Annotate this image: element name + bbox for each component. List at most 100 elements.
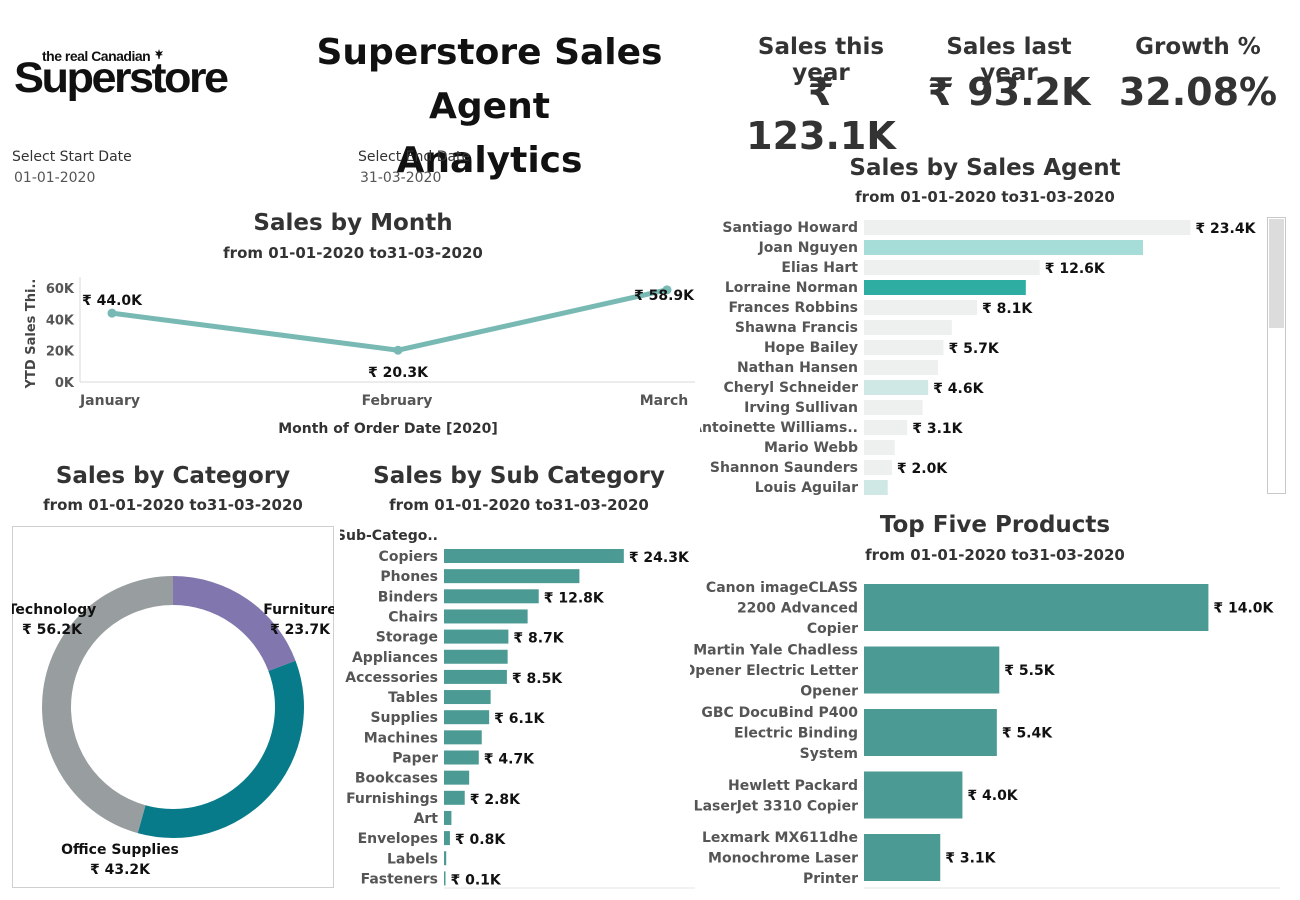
subcategory-bar[interactable] (444, 831, 450, 846)
superstore-logo: the real Canadian Superstore (14, 48, 246, 102)
agent-bar[interactable] (864, 400, 923, 415)
category-name-label: Furniture (263, 602, 334, 618)
agent-bar[interactable] (864, 220, 1191, 235)
logo-tagline: the real Canadian (42, 48, 151, 64)
product-value-label: ₹ 3.1K (945, 851, 996, 867)
agent-name-label: Frances Robbins (728, 300, 858, 316)
kpi-sales-this-year-value: ₹ 123.1K (746, 70, 896, 158)
subcategory-bar[interactable] (444, 730, 482, 745)
agent-name-label: Cheryl Schneider (724, 380, 859, 396)
subcategory-value-label: ₹ 2.8K (470, 792, 521, 808)
agent-bar[interactable] (864, 440, 895, 455)
subcategory-bar[interactable] (444, 569, 580, 584)
subcategory-name-label: Binders (378, 589, 438, 605)
product-name-label: Martin Yale Chadless (693, 643, 858, 659)
subcategory-bar[interactable] (444, 750, 479, 765)
agent-value-label: ₹ 4.6K (933, 381, 984, 397)
subcategory-bar[interactable] (444, 790, 465, 805)
agent-name-label: Antoinette Williams.. (700, 420, 858, 436)
logo-wordmark: Superstore (14, 53, 229, 102)
agent-list-scrollbar[interactable] (1267, 217, 1286, 494)
subcategory-name-label: Fasteners (361, 871, 438, 887)
category-value-label: ₹ 43.2K (90, 862, 151, 878)
products-chart-subtitle: from 01-01-2020 to31-03-2020 (865, 546, 1125, 564)
end-date-label: Select End Date (358, 149, 471, 165)
product-name-label: GBC DocuBind P400 (701, 705, 858, 721)
agent-bar[interactable] (864, 380, 929, 395)
subcategory-bar[interactable] (444, 690, 491, 705)
product-value-label: ₹ 5.5K (1004, 663, 1055, 679)
month-x-tick-label: February (362, 393, 433, 409)
subcategory-bar[interactable] (444, 629, 509, 644)
category-slice-office-supplies[interactable] (137, 660, 305, 838)
sales-by-agent-chart: Santiago Howard ₹ 23.4K Joan Nguyen Elias H… (700, 220, 1257, 496)
product-name-label: Opener Electric Letter (690, 663, 858, 679)
agent-name-label: Shawna Francis (735, 320, 858, 336)
subcategory-name-label: Phones (380, 569, 438, 585)
product-name-label: Monochrome Laser (708, 851, 858, 867)
start-date-label: Select Start Date (12, 149, 132, 165)
product-bar[interactable] (864, 834, 941, 881)
subcategory-name-label: Envelopes (358, 831, 438, 847)
subcategory-name-label: Supplies (370, 710, 438, 726)
agent-bar[interactable] (864, 260, 1040, 275)
subcategory-value-label: ₹ 24.3K (629, 550, 690, 566)
month-point-february (393, 345, 403, 355)
category-slice-technology[interactable] (42, 576, 173, 834)
agent-name-label: Irving Sullivan (744, 400, 858, 416)
agent-bar[interactable] (864, 420, 908, 435)
subcategory-bar[interactable] (444, 609, 528, 624)
kpi-growth-value: 32.08% (1118, 70, 1278, 114)
sales-by-category-donut: Furniture ₹ 23.7K Office Supplies ₹ 43.2K Te… (12, 576, 334, 878)
subcategory-bar[interactable] (444, 649, 508, 664)
subcategory-bar[interactable] (444, 589, 539, 604)
product-value-label: ₹ 4.0K (967, 788, 1018, 804)
title-line-2: Analytics (396, 140, 583, 181)
agent-bar[interactable] (864, 480, 888, 495)
start-date-filter[interactable]: 01-01-2020 (14, 170, 96, 186)
subcategory-bar[interactable] (444, 549, 624, 563)
category-chart-title: Sales by Category (55, 463, 291, 489)
product-name-label: Lexmark MX611dhe (702, 830, 858, 846)
product-value-label: ₹ 14.0K (1213, 601, 1274, 617)
product-bar[interactable] (864, 646, 1000, 694)
agent-bar[interactable] (864, 300, 977, 315)
products-chart-title: Top Five Products (879, 512, 1111, 538)
agent-bar[interactable] (864, 340, 944, 355)
product-name-label: Electric Binding (734, 726, 858, 742)
agent-bar[interactable] (864, 320, 952, 335)
subcategory-value-label: ₹ 8.5K (512, 671, 563, 687)
product-bar[interactable] (864, 584, 1209, 631)
agent-value-label: ₹ 8.1K (982, 301, 1033, 317)
month-chart-title: Sales by Month (253, 210, 453, 236)
subcategory-bar[interactable] (444, 810, 452, 825)
agent-value-label: ₹ 12.6K (1045, 261, 1106, 277)
subcategory-bar[interactable] (444, 669, 507, 684)
agent-bar[interactable] (864, 280, 1026, 295)
scrollbar-thumb[interactable] (1269, 219, 1284, 328)
page-title: Superstore Sales Agent Analytics (262, 26, 717, 188)
subcategory-name-label: Accessories (345, 670, 438, 686)
category-slice-furniture[interactable] (173, 576, 296, 671)
subcategory-bar[interactable] (444, 851, 447, 866)
agent-bar[interactable] (864, 460, 892, 475)
month-chart-subtitle: from 01-01-2020 to31-03-2020 (223, 244, 483, 262)
month-data-label: ₹ 58.9K (634, 288, 695, 304)
kpi-sales-this-year-label: Sales this year (757, 34, 885, 86)
kpi-sales-last-year-label: Sales last year (946, 34, 1072, 86)
agent-name-label: Santiago Howard (722, 220, 858, 236)
product-bar[interactable] (864, 771, 963, 819)
subcategory-name-label: Tables (388, 690, 438, 706)
product-bar[interactable] (864, 709, 997, 756)
subcategory-bar[interactable] (444, 770, 470, 785)
subcategory-bar[interactable] (444, 710, 490, 725)
product-name-label: 2200 Advanced (737, 601, 858, 617)
agent-bar[interactable] (864, 360, 938, 375)
product-name-label: Canon imageCLASS (706, 580, 858, 596)
product-name-label: Copier (807, 621, 858, 637)
subcategory-bar[interactable] (444, 871, 446, 886)
agent-bar[interactable] (864, 240, 1143, 255)
agent-name-label: Elias Hart (781, 260, 858, 276)
end-date-filter[interactable]: 31-03-2020 (360, 170, 442, 186)
category-name-label: Technology (12, 602, 96, 618)
